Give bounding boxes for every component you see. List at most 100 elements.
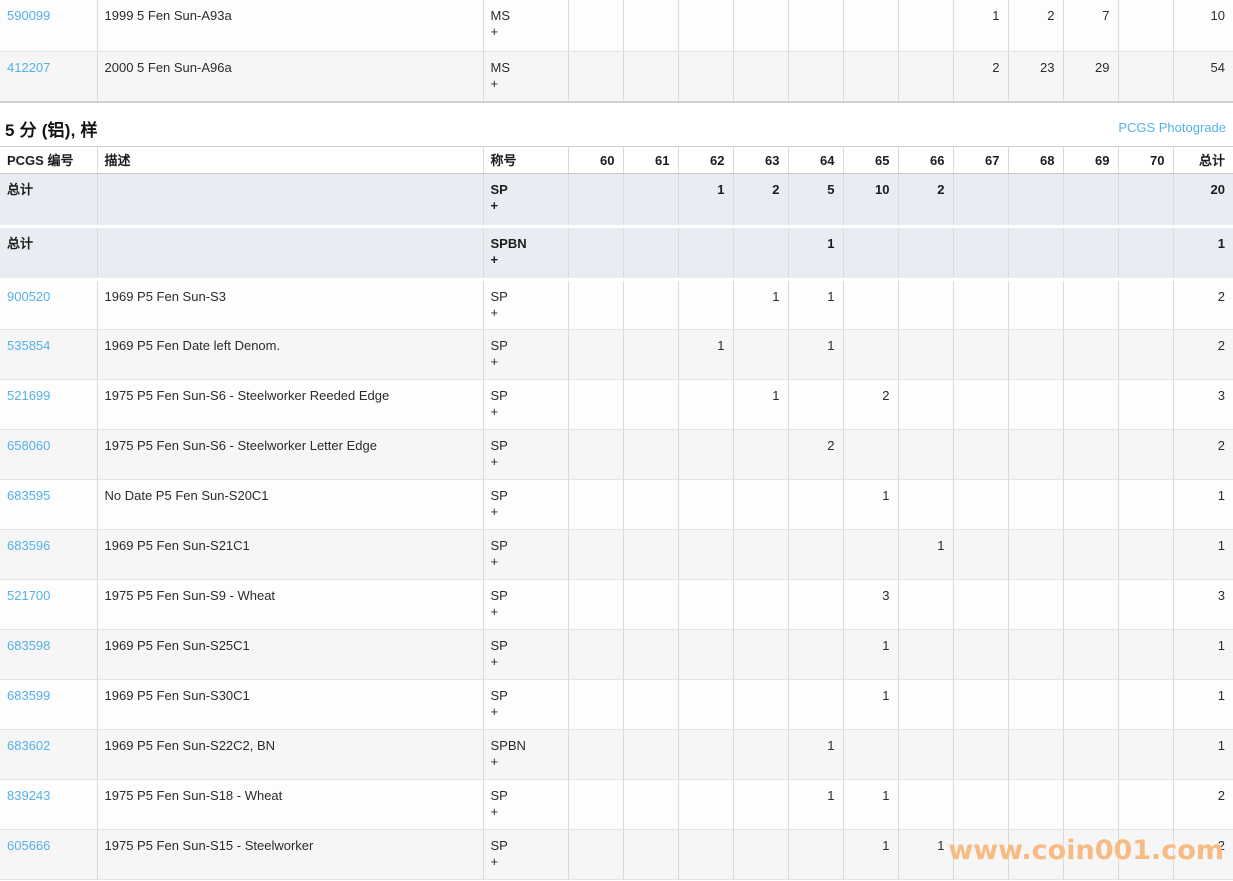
grade-69-cell: [1063, 379, 1119, 430]
grade-68-cell: [1008, 679, 1064, 730]
grade-67-cell: [953, 679, 1009, 730]
grade-65-cell: [843, 226, 899, 281]
grade-67-cell: [953, 329, 1009, 380]
grade-70-cell: [1118, 629, 1174, 680]
grade-66-cell: [898, 0, 954, 52]
grade-70-cell: [1118, 479, 1174, 530]
total-cell: 54: [1173, 51, 1233, 103]
grade-66-cell: 2: [898, 173, 954, 228]
grade-63-cell: 1: [733, 279, 789, 330]
total-cell: 1: [1173, 629, 1233, 680]
grade-62-cell: [678, 679, 734, 730]
pcgs-number-link[interactable]: 521699: [7, 388, 51, 403]
grade-66-cell: [898, 479, 954, 530]
pcgs-number-link[interactable]: 900520: [7, 289, 51, 304]
grade-65-cell: 2: [843, 379, 899, 430]
pcgs-number-link[interactable]: 658060: [7, 438, 51, 453]
header-grade-61: 61: [623, 146, 679, 174]
coin-row: 900520 1969 P5 Fen Sun-S3 SP + 1 1 2: [0, 279, 1233, 330]
grade-70-cell: [1118, 829, 1174, 880]
table-header-row: PCGS 编号 描述 称号 60 61 62 63 64 65 66 67 68 69 70 总计: [0, 146, 1233, 174]
coin-row: 521699 1975 P5 Fen Sun-S6 - Steelworker R…: [0, 379, 1233, 430]
grade-66-cell: [898, 279, 954, 330]
description-cell: 1999 5 Fen Sun-A93a: [97, 0, 484, 52]
total-cell: 1: [1173, 729, 1233, 780]
grade-68-cell: [1008, 779, 1064, 830]
pcgs-number-link[interactable]: 535854: [7, 338, 51, 353]
grade-61-cell: [623, 173, 679, 228]
grade-63-cell: 2: [733, 173, 789, 228]
grade-65-cell: [843, 51, 899, 103]
grade-60-cell: [568, 579, 624, 630]
grade-70-cell: [1118, 679, 1174, 730]
pcgs-number-cell: 总计: [0, 226, 98, 281]
grade-60-cell: [568, 479, 624, 530]
grade-66-cell: 1: [898, 529, 954, 580]
grade-69-cell: 7: [1063, 0, 1119, 52]
total-cell: 3: [1173, 379, 1233, 430]
grade-63-cell: [733, 579, 789, 630]
grade-62-cell: [678, 529, 734, 580]
grade-65-cell: 3: [843, 579, 899, 630]
grade-66-cell: 1: [898, 829, 954, 880]
pcgs-number-link[interactable]: 683602: [7, 738, 51, 753]
designation-cell: SPBN +: [483, 226, 569, 281]
pcgs-number-cell: 590099: [0, 0, 98, 52]
grade-64-cell: 1: [788, 779, 844, 830]
grade-60-cell: [568, 279, 624, 330]
grade-70-cell: [1118, 173, 1174, 228]
photograde-link[interactable]: PCGS Photograde: [1118, 120, 1226, 135]
total-cell: 2: [1173, 829, 1233, 880]
coin-row: 605666 1975 P5 Fen Sun-S15 - Steelworker S…: [0, 829, 1233, 880]
coin-row: 683602 1969 P5 Fen Sun-S22C2, BN SPBN + 1 1: [0, 729, 1233, 780]
designation-cell: SP +: [483, 679, 569, 730]
grade-67-cell: [953, 629, 1009, 680]
grade-68-cell: [1008, 279, 1064, 330]
grade-64-cell: 1: [788, 226, 844, 281]
designation-cell: SP +: [483, 829, 569, 880]
grade-69-cell: [1063, 173, 1119, 228]
grade-69-cell: [1063, 529, 1119, 580]
header-total: 总计: [1173, 146, 1233, 174]
grade-67-cell: [953, 279, 1009, 330]
pcgs-number-link[interactable]: 683595: [7, 488, 51, 503]
grade-65-cell: 10: [843, 173, 899, 228]
grade-69-cell: [1063, 679, 1119, 730]
grade-63-cell: [733, 679, 789, 730]
pcgs-number-link[interactable]: 605666: [7, 838, 51, 853]
description-cell: 1969 P5 Fen Sun-S22C2, BN: [97, 729, 484, 780]
coin-row: 683596 1969 P5 Fen Sun-S21C1 SP + 1 1: [0, 529, 1233, 580]
designation-cell: SP +: [483, 579, 569, 630]
description-cell: 1969 P5 Fen Date left Denom.: [97, 329, 484, 380]
pcgs-number-link[interactable]: 683598: [7, 638, 51, 653]
grade-60-cell: [568, 829, 624, 880]
section-bar: 5 分 (铝), 样 PCGS Photograde: [0, 103, 1233, 146]
grade-68-cell: [1008, 479, 1064, 530]
grade-67-cell: [953, 429, 1009, 480]
grade-61-cell: [623, 679, 679, 730]
description-cell: No Date P5 Fen Sun-S20C1: [97, 479, 484, 530]
pcgs-number-link[interactable]: 683596: [7, 538, 51, 553]
description-cell: 1969 P5 Fen Sun-S3: [97, 279, 484, 330]
total-cell: 2: [1173, 329, 1233, 380]
grade-62-cell: [678, 379, 734, 430]
grade-63-cell: [733, 0, 789, 52]
grade-61-cell: [623, 279, 679, 330]
grade-61-cell: [623, 629, 679, 680]
description-cell: [97, 173, 484, 228]
pcgs-number-link[interactable]: 412207: [7, 59, 51, 75]
pcgs-number-link[interactable]: 683599: [7, 688, 51, 703]
grade-67-cell: 1: [953, 0, 1009, 52]
grade-62-cell: [678, 51, 734, 103]
total-cell: 2: [1173, 779, 1233, 830]
grade-68-cell: [1008, 579, 1064, 630]
grade-64-cell: 5: [788, 173, 844, 228]
grade-64-cell: 1: [788, 279, 844, 330]
grade-68-cell: [1008, 429, 1064, 480]
grade-64-cell: [788, 0, 844, 52]
pcgs-number-link[interactable]: 521700: [7, 588, 51, 603]
pcgs-number-link[interactable]: 839243: [7, 788, 51, 803]
pcgs-number-cell: 535854: [0, 329, 98, 380]
pcgs-number-link[interactable]: 590099: [7, 8, 51, 23]
